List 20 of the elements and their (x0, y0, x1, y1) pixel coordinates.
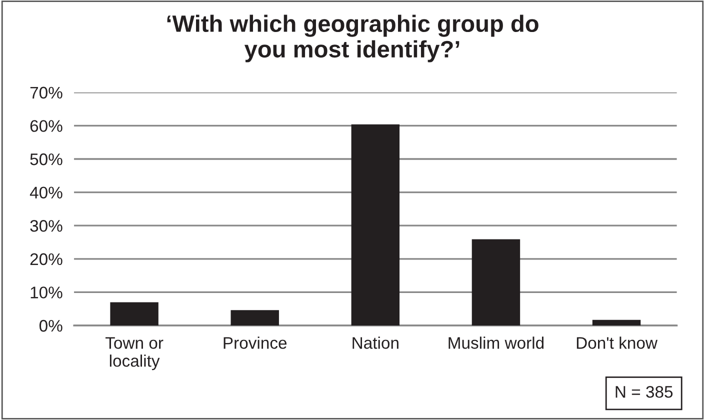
text: N = 385 (616, 386, 673, 398)
bar (110, 302, 158, 326)
bar (592, 320, 641, 326)
y-tick-label: 50% (30, 153, 62, 166)
x-tick-label: Town or locality (106, 337, 164, 370)
bar (472, 239, 520, 326)
chart-title: ‘With which geographic group do you most identify?’ (167, 14, 538, 62)
y-tick-label: 30% (30, 220, 62, 232)
y-tick-label: 40% (30, 186, 62, 199)
y-tick-label: 0% (39, 320, 62, 332)
x-tick-label: Nation (352, 336, 398, 349)
bar (351, 124, 400, 326)
x-tick-label: Province (224, 336, 287, 349)
x-tick-label: Don't know (576, 336, 658, 349)
y-tick-label: 10% (30, 286, 62, 298)
x-tick-label: Muslim world (448, 336, 544, 349)
y-tick-label: 70% (30, 86, 62, 99)
y-tick-label: 60% (30, 120, 62, 132)
bar (230, 310, 279, 326)
y-tick-label: 20% (30, 253, 62, 266)
